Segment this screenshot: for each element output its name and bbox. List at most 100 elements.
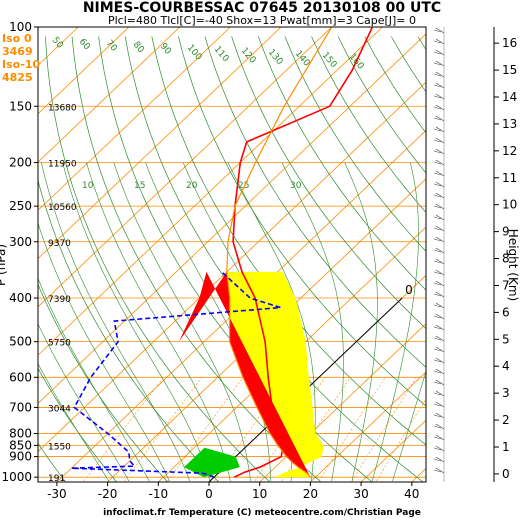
level-height-label: 10560 (48, 203, 77, 213)
x-tick-label: 40 (404, 487, 419, 501)
wind-barb (435, 192, 445, 199)
wind-barb-feather (433, 348, 442, 352)
height-tick-label: 14 (502, 90, 517, 104)
level-height-label: 11950 (48, 160, 77, 170)
mixing-ratio-line (254, 377, 326, 482)
dry-adiabat-line (151, 36, 426, 446)
cold-area (178, 271, 311, 478)
dry-adiabat-label: 70 (104, 39, 119, 54)
height-tick-label: 3 (502, 386, 510, 400)
wind-barb (435, 368, 445, 375)
wind-barb-feather (433, 51, 442, 55)
moist-adiabat-line (41, 162, 190, 482)
moist-adiabat-line (281, 162, 344, 482)
moist-adiabat-label: 25 (238, 181, 249, 191)
warm-area (226, 271, 324, 478)
wind-barb-feather (433, 359, 442, 363)
x-tick-label: -20 (98, 487, 118, 501)
wind-barb (435, 434, 445, 441)
wind-barb (435, 456, 445, 463)
moist-adiabat-line (392, 370, 426, 482)
isotherm-line (208, 274, 426, 482)
dry-adiabat-line (178, 36, 426, 407)
isotherm-line (38, 27, 282, 260)
wind-barb-feather (433, 271, 442, 275)
height-tick-label: 15 (502, 63, 517, 77)
wind-barb (435, 291, 445, 298)
moist-adiabat-line (38, 222, 170, 482)
wind-barb-feather (433, 161, 442, 165)
wind-barb (435, 379, 445, 386)
y-tick-label: 500 (9, 335, 32, 349)
wind-barb (435, 346, 445, 353)
height-tick-label: 0 (502, 467, 510, 481)
x-tick-label: 20 (303, 487, 318, 501)
y-tick-label: 200 (9, 156, 32, 170)
wind-barb (435, 236, 445, 243)
dry-adiabat-label: 130 (266, 48, 285, 68)
x-tick-label: 30 (353, 487, 368, 501)
wind-barb-feather (433, 227, 442, 231)
wind-barb-feather (433, 403, 442, 407)
height-tick-label: 13 (502, 117, 517, 131)
iso-info-label: 3469 (2, 45, 33, 58)
wind-barb (435, 49, 445, 56)
wind-barb (435, 71, 445, 78)
dry-adiabat-label: 120 (239, 46, 258, 66)
moist-adiabat-line (344, 162, 378, 482)
level-height-label: 7390 (48, 295, 71, 305)
wind-barb-feather (433, 469, 442, 473)
wind-barb-feather (433, 62, 442, 66)
wind-barb (435, 324, 445, 331)
y-tick-label: 900 (9, 450, 32, 464)
height-tick-label: 16 (502, 36, 517, 50)
wind-barb (435, 115, 445, 122)
moist-adiabat-label: 10 (82, 181, 94, 191)
wind-barb (435, 60, 445, 67)
wind-barb (435, 82, 445, 89)
y-tick-label: 400 (9, 291, 32, 305)
wind-barb (435, 104, 445, 111)
mixing-ratio-line (124, 377, 203, 482)
wind-barb (435, 401, 445, 408)
x-axis-label: infoclimat.fr Temperature (C) meteocentr… (103, 508, 421, 518)
height-tick-label: 2 (502, 413, 510, 427)
wind-barb (435, 357, 445, 364)
x-tick-label: 10 (252, 487, 267, 501)
wind-barb-feather (433, 29, 442, 33)
wind-barb (435, 148, 445, 155)
wind-barb-feather (433, 249, 442, 253)
y2-axis-label: Height (Km) (506, 229, 520, 301)
wind-barb (435, 214, 445, 221)
dry-adiabat-line (38, 367, 117, 482)
wind-barb (435, 269, 445, 276)
wind-barb (435, 225, 445, 232)
wind-barb (435, 181, 445, 188)
profile-layer (71, 27, 374, 478)
chart-title: NIMES-COURBESSAC 07645 20130108 00 UTC (83, 0, 441, 16)
moist-adiabat-line (38, 323, 130, 482)
wind-barb (435, 335, 445, 342)
height-tick-label: 9 (502, 225, 510, 239)
wind-barb (435, 93, 445, 100)
height-tick-label: 6 (502, 305, 510, 319)
wind-barb (435, 247, 445, 254)
isotherm-line (38, 27, 130, 115)
wind-barb-feather (433, 40, 442, 44)
dry-adiabat-line (204, 36, 426, 368)
wind-barb (435, 203, 445, 210)
wind-barb (435, 280, 445, 287)
height-tick-label: 1 (502, 440, 510, 454)
parcel-profile-line (226, 27, 333, 478)
wind-barb-feather (433, 194, 442, 198)
mixing-ratio-line (351, 377, 417, 482)
y-tick-label: 300 (9, 235, 32, 249)
isotherm-line (38, 27, 333, 308)
wind-barb-feather (433, 315, 442, 319)
mixing-ratio-line (83, 377, 165, 482)
wind-barb-feather (433, 260, 442, 264)
y-axis-label: P (hPa) (0, 244, 8, 286)
dry-adiabat-label: 100 (185, 43, 204, 63)
wind-barb-feather (433, 436, 442, 440)
isotherm-line (38, 33, 426, 404)
